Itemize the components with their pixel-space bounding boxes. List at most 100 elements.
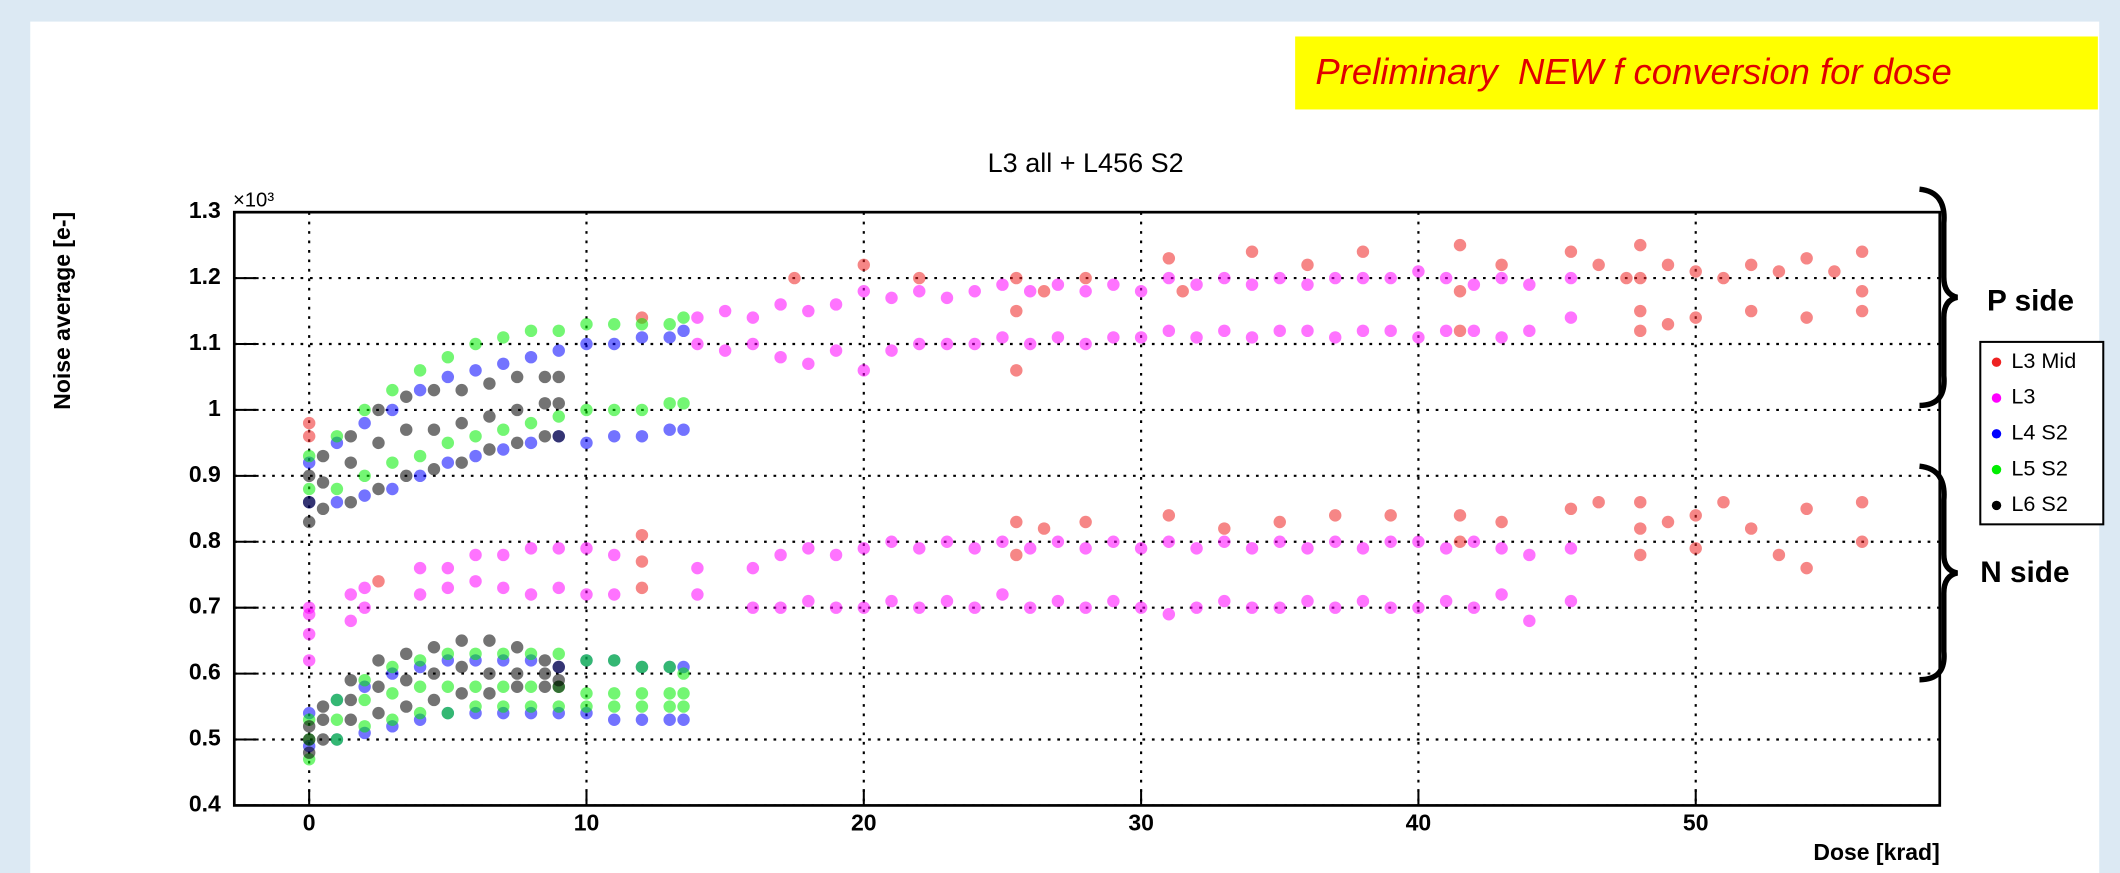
data-point (913, 542, 926, 555)
data-point (510, 641, 524, 654)
data-point (968, 542, 981, 555)
data-point (330, 495, 344, 509)
legend-marker (1991, 357, 2002, 367)
legend-marker (1991, 500, 2002, 511)
data-point (1564, 311, 1578, 324)
data-point (1356, 542, 1370, 555)
data-point (552, 397, 565, 410)
data-point (1037, 522, 1051, 535)
data-point (1190, 278, 1203, 291)
data-point (469, 548, 482, 562)
data-point (386, 403, 399, 417)
data-point (1689, 509, 1702, 522)
data-point (885, 344, 898, 357)
data-point (1245, 331, 1259, 344)
data-point (1592, 258, 1605, 272)
y-tick-label: 0.7 (189, 593, 221, 619)
data-point (829, 298, 843, 311)
data-point (1079, 285, 1092, 298)
data-point (1634, 271, 1647, 285)
data-point (1467, 278, 1481, 291)
data-point (1273, 271, 1286, 285)
data-point (552, 410, 565, 423)
data-point (1134, 331, 1148, 344)
data-point (1162, 271, 1176, 285)
legend: L3 Mid L3 L4 S2 L5 S2 L6 S2 (1991, 348, 2076, 516)
data-point (1162, 608, 1176, 621)
data-point (1855, 285, 1869, 298)
data-point (497, 581, 510, 595)
data-point (497, 548, 510, 562)
data-point (372, 436, 385, 450)
data-point (497, 700, 510, 713)
data-point (302, 515, 316, 529)
y-multiplier: ×10³ (233, 190, 274, 212)
data-point (1218, 271, 1231, 285)
data-point (1412, 535, 1425, 548)
data-point (1356, 245, 1370, 258)
data-point (1467, 535, 1481, 548)
data-point (691, 561, 704, 575)
data-point (1495, 515, 1508, 529)
x-tick-label: 20 (851, 809, 877, 835)
data-point (1634, 548, 1647, 562)
data-point (691, 311, 704, 324)
data-point (1301, 278, 1314, 291)
data-point (1010, 364, 1023, 377)
data-point (1023, 601, 1037, 614)
data-point (552, 673, 565, 687)
data-point (441, 370, 455, 384)
data-point (497, 423, 510, 436)
data-point (1689, 311, 1702, 324)
data-point (441, 350, 455, 364)
data-point (524, 416, 538, 430)
data-point (1800, 311, 1813, 324)
y-tick-label: 0.6 (189, 659, 221, 685)
data-point (483, 687, 496, 700)
data-point (427, 641, 441, 654)
data-point (635, 555, 649, 568)
data-point (413, 469, 427, 483)
data-point (1634, 324, 1647, 338)
data-point (455, 456, 468, 469)
data-point (1051, 331, 1065, 344)
data-point (774, 350, 787, 364)
data-point (677, 324, 690, 338)
legend-label: L3 (2011, 384, 2035, 409)
data-point (635, 687, 649, 700)
data-point (441, 647, 455, 661)
data-point (413, 588, 427, 601)
data-point (483, 667, 496, 680)
data-point (802, 594, 815, 608)
data-point (552, 660, 565, 674)
data-point (358, 601, 371, 614)
data-point (538, 397, 552, 410)
data-point (635, 528, 649, 542)
data-point (413, 706, 427, 720)
data-point (635, 403, 649, 417)
data-point (996, 278, 1009, 291)
data-point (483, 377, 496, 390)
data-point (746, 561, 760, 575)
data-point (885, 594, 898, 608)
data-point (358, 720, 371, 733)
data-point (1467, 324, 1481, 338)
data-point (316, 476, 330, 489)
data-point (552, 370, 565, 384)
data-point (344, 588, 357, 601)
data-point (691, 337, 704, 351)
data-point (302, 495, 316, 509)
data-point (1010, 271, 1023, 285)
data-point (913, 601, 926, 614)
data-point (386, 687, 399, 700)
data-point (524, 350, 538, 364)
data-point (1772, 548, 1786, 562)
legend-marker (1991, 393, 2002, 403)
data-point (1218, 535, 1231, 548)
data-point (441, 706, 455, 720)
data-point (774, 601, 787, 614)
data-point (344, 456, 357, 469)
data-point (913, 337, 926, 351)
data-point (635, 660, 649, 674)
data-point (691, 588, 704, 601)
